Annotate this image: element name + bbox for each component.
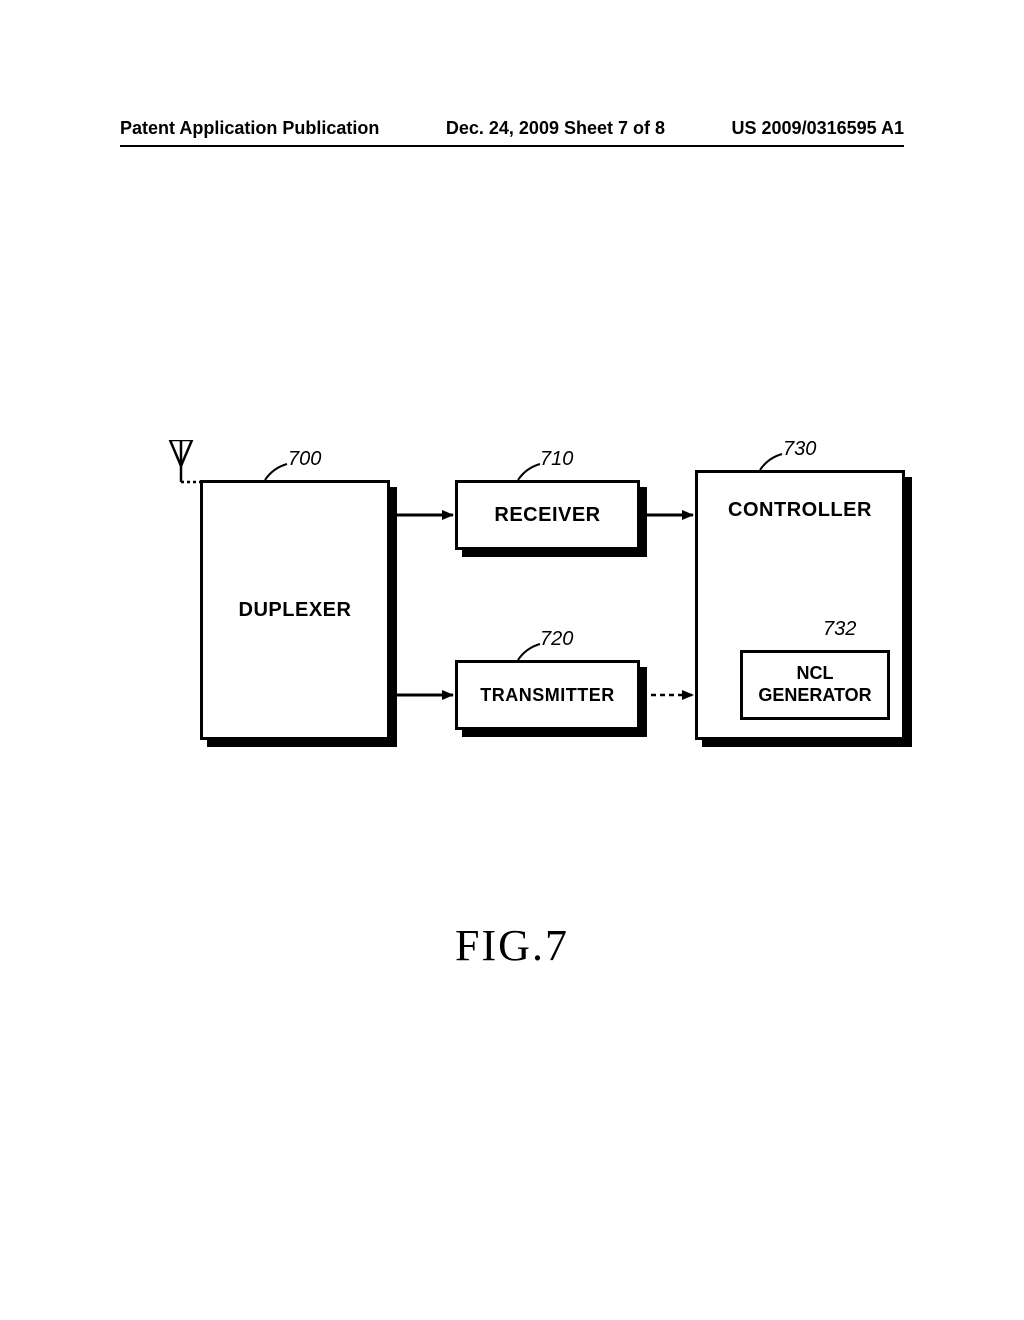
receiver-label: RECEIVER [494,504,600,527]
page-header: Patent Application Publication Dec. 24, … [120,118,904,139]
ncl-ref: 732 [823,618,856,641]
header-right: US 2009/0316595 A1 [732,118,904,139]
duplexer-ref: 700 [288,448,321,471]
diagram-area: DUPLEXER 700 RECEIVER 710 TRANSMITTER 72… [140,440,900,760]
ncl-block: NCL GENERATOR [740,650,890,720]
header-center: Dec. 24, 2009 Sheet 7 of 8 [446,118,665,139]
transmitter-label: TRANSMITTER [480,685,615,706]
figure-caption: FIG.7 [0,920,1024,971]
header-rule [120,145,904,147]
ncl-label: NCL GENERATOR [758,663,871,706]
receiver-block: RECEIVER [455,480,640,550]
transmitter-block: TRANSMITTER [455,660,640,730]
controller-ref: 730 [783,438,816,461]
receiver-ref: 710 [540,448,573,471]
antenna-icon [170,440,200,482]
controller-label: CONTROLLER [728,499,872,522]
duplexer-block: DUPLEXER [200,480,390,740]
transmitter-ref: 720 [540,628,573,651]
duplexer-label: DUPLEXER [239,599,352,622]
header-left: Patent Application Publication [120,118,379,139]
